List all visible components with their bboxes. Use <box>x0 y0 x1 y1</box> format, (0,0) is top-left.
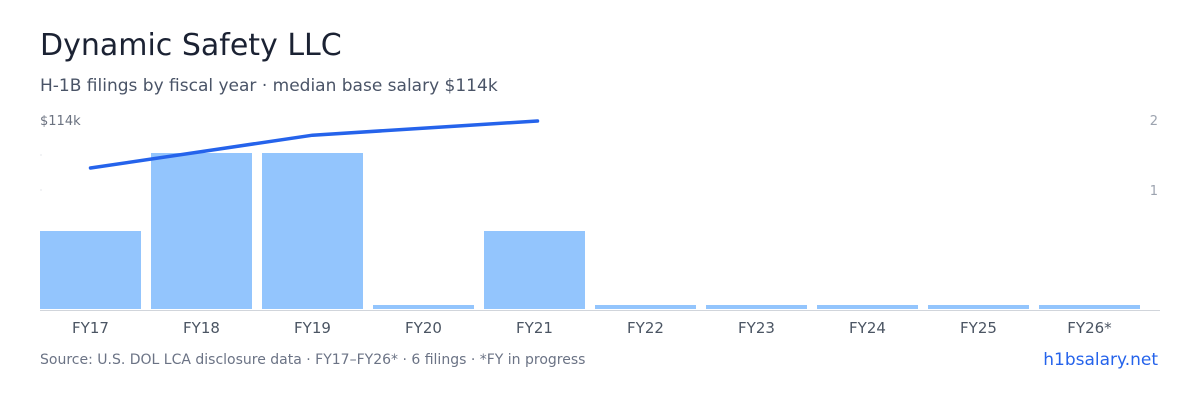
chart-title: Dynamic Safety LLC <box>40 28 342 63</box>
bar-fy21[interactable] <box>484 231 585 309</box>
x-tick-label: FY26* <box>1067 319 1112 337</box>
x-tick-label: FY18 <box>183 319 220 337</box>
bar-fy19[interactable] <box>262 153 363 309</box>
x-tick-label: FY23 <box>738 319 775 337</box>
bar-fy23[interactable] <box>706 305 807 309</box>
y-right-tick-label: 2 <box>1150 114 1158 129</box>
x-tick-label: FY21 <box>516 319 553 337</box>
bar-fy20[interactable] <box>373 305 474 309</box>
bar-fy18[interactable] <box>151 153 252 309</box>
bar-fy24[interactable] <box>817 305 918 309</box>
chart-subtitle: H-1B filings by fiscal year · median bas… <box>40 76 498 96</box>
x-tick-label: FY22 <box>627 319 664 337</box>
source-note: Source: U.S. DOL LCA disclosure data · F… <box>40 352 586 368</box>
x-tick-label: FY25 <box>960 319 997 337</box>
x-tick-label: FY17 <box>72 319 109 337</box>
x-tick-label: FY19 <box>294 319 331 337</box>
site-link[interactable]: h1bsalary.net <box>1043 350 1158 370</box>
x-tick-label: FY24 <box>849 319 886 337</box>
x-tick-label: FY20 <box>405 319 442 337</box>
bar-fy26[interactable] <box>1039 305 1140 309</box>
bar-fy17[interactable] <box>40 231 141 309</box>
y-left-top-label: $114k <box>40 114 81 129</box>
bar-fy25[interactable] <box>928 305 1029 309</box>
bar-fy22[interactable] <box>595 305 696 309</box>
y-right-tick-label: 1 <box>1150 184 1158 199</box>
median-salary-line <box>88 119 540 170</box>
